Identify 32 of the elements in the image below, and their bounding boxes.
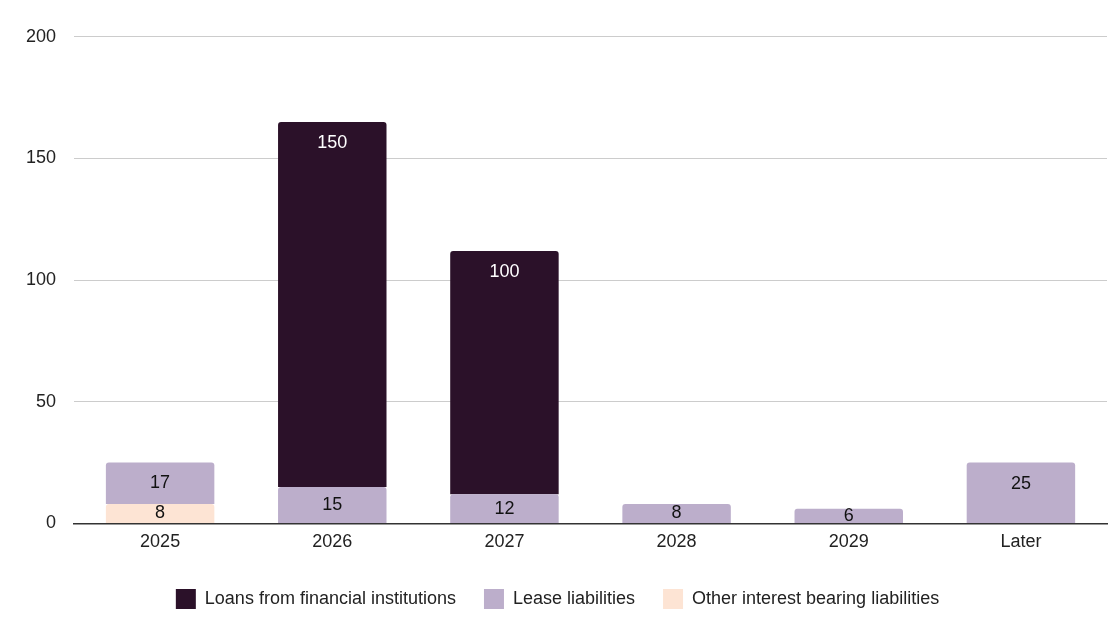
data-label: 8 — [155, 502, 166, 523]
data-label: 12 — [494, 497, 515, 518]
bar — [450, 250, 559, 495]
x-tick-label: 2025 — [140, 531, 181, 552]
bar — [966, 462, 1076, 523]
bar — [794, 508, 903, 523]
bar — [105, 503, 215, 523]
data-label: 25 — [1010, 472, 1031, 493]
bar — [450, 494, 559, 523]
y-tick-label: 150 — [25, 147, 57, 168]
bar — [622, 503, 731, 523]
data-label: 150 — [317, 131, 348, 152]
x-tick-label: Later — [1000, 531, 1042, 552]
legend-label: Other interest bearing liabilities — [692, 587, 940, 608]
legend-label: Loans from financial institutions — [204, 587, 456, 608]
data-label: 17 — [150, 472, 171, 493]
x-tick-label: 2029 — [828, 531, 869, 552]
bar — [278, 121, 387, 487]
data-label: 8 — [671, 502, 682, 523]
bar — [278, 486, 387, 523]
x-tick-label: 2028 — [656, 531, 697, 552]
y-tick-label: 0 — [46, 512, 57, 533]
x-tick-label: 2027 — [484, 531, 525, 552]
y-tick-label: 100 — [25, 269, 57, 290]
data-label: 100 — [489, 260, 520, 281]
legend-label: Lease liabilities — [512, 587, 636, 608]
data-label: 15 — [322, 493, 343, 514]
data-label: 6 — [843, 504, 854, 525]
y-tick-label: 50 — [36, 390, 57, 411]
y-tick-label: 200 — [25, 25, 57, 46]
bar — [105, 462, 215, 504]
x-tick-label: 2026 — [312, 531, 353, 552]
